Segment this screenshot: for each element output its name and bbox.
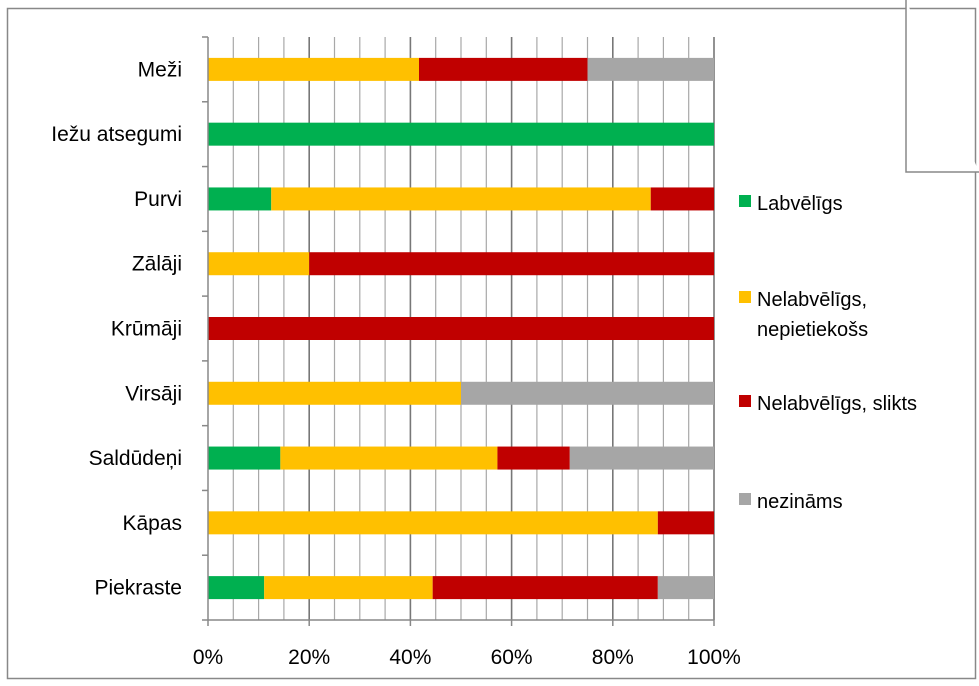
bar-segment <box>461 382 714 405</box>
legend-swatch <box>739 195 751 207</box>
bar-segment <box>208 252 309 275</box>
bar-segment <box>658 511 714 534</box>
x-tick-label: 60% <box>491 646 533 669</box>
x-tick-label: 80% <box>592 646 634 669</box>
bar-segment <box>309 252 714 275</box>
bar-segment <box>433 576 658 599</box>
category-label: Virsāji <box>125 382 182 405</box>
legend-swatch <box>739 291 751 303</box>
category-label: Iežu atsegumi <box>51 123 182 146</box>
bar-segment <box>651 187 714 210</box>
x-tick-label: 40% <box>389 646 431 669</box>
bar-segment <box>208 382 461 405</box>
tick-labels: 0% 20% 40% 60% 80% 100% <box>193 646 741 669</box>
bar-segment <box>419 58 587 81</box>
bar-segment <box>570 447 714 470</box>
category-label: Krūmāji <box>111 318 182 341</box>
bar-segment <box>497 447 569 470</box>
category-label: Kāpas <box>122 512 182 535</box>
bar-segment <box>264 576 432 599</box>
bar-segment <box>208 123 714 146</box>
bar-segment <box>588 58 715 81</box>
category-label: Meži <box>138 58 182 81</box>
bar-segment <box>658 576 714 599</box>
bar-segment <box>208 58 419 81</box>
bar-segment <box>208 447 280 470</box>
overlap-panel <box>906 0 979 172</box>
x-tick-label: 100% <box>687 646 741 669</box>
legend-label: nepietiekošs <box>757 319 868 341</box>
bar-segment <box>208 511 658 534</box>
bars <box>208 58 714 599</box>
bar-segment <box>271 187 651 210</box>
legend-label: Nelabvēlīgs, <box>757 289 867 311</box>
category-labels: Meži Iežu atsegumi Purvi Zālāji Krūmāji Virsā… <box>51 58 182 599</box>
category-label: Piekraste <box>94 577 182 600</box>
legend-label: Nelabvēlīgs, slikts <box>757 393 917 415</box>
bar-segment <box>208 576 264 599</box>
bar-segment <box>280 447 497 470</box>
legend-label: nezināms <box>757 491 843 513</box>
legend-label: Labvēlīgs <box>757 193 843 215</box>
bar-segment <box>208 317 714 340</box>
bar-segment <box>208 187 271 210</box>
x-tick-label: 0% <box>193 646 223 669</box>
x-tick-label: 20% <box>288 646 330 669</box>
legend-swatch <box>739 395 751 407</box>
category-label: Saldūdeņi <box>89 447 182 470</box>
legend: Labvēlīgs Nelabvēlīgs, nepietiekošs Nelabvē… <box>739 193 917 513</box>
category-label: Purvi <box>134 188 182 211</box>
category-label: Zālāji <box>132 253 182 276</box>
legend-swatch <box>739 493 751 505</box>
